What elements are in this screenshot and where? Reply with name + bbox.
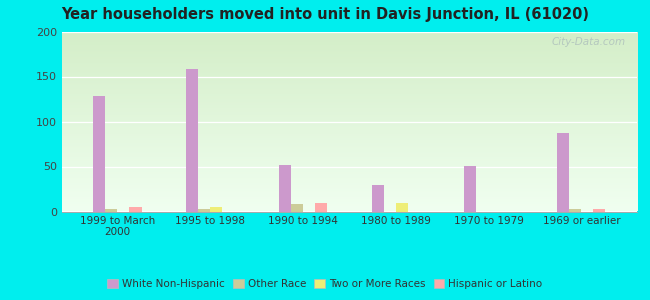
Text: Year householders moved into unit in Davis Junction, IL (61020): Year householders moved into unit in Dav… (61, 8, 589, 22)
Bar (210, 207, 222, 211)
Bar (198, 209, 210, 211)
Bar (129, 207, 142, 211)
Bar (557, 133, 569, 211)
Bar (94, 96, 105, 212)
Bar (593, 209, 605, 211)
Bar (372, 185, 383, 212)
Bar (279, 165, 291, 212)
Bar (315, 202, 327, 211)
Text: City-Data.com: City-Data.com (551, 37, 625, 47)
Bar (105, 209, 118, 211)
Bar (396, 202, 408, 211)
Bar (465, 166, 476, 212)
Bar (291, 204, 303, 211)
Legend: White Non-Hispanic, Other Race, Two or More Races, Hispanic or Latino: White Non-Hispanic, Other Race, Two or M… (103, 275, 547, 293)
Bar (569, 209, 581, 211)
Bar (186, 69, 198, 212)
